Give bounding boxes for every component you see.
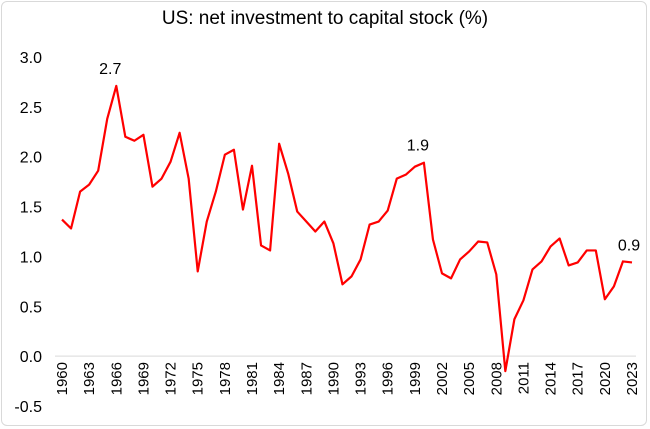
x-tick-label: 2023 <box>624 362 641 395</box>
y-tick-label: 0.0 <box>20 349 42 366</box>
series-line <box>61 84 633 373</box>
chart-title: US: net investment to capital stock (%) <box>161 8 489 29</box>
x-tick-label: 2020 <box>597 362 614 395</box>
x-tick-label: 1963 <box>81 362 98 395</box>
data-label: 1.9 <box>407 138 429 155</box>
y-tick-label: -0.5 <box>14 399 42 416</box>
x-tick-label: 1969 <box>135 362 152 395</box>
x-tick-label: 2017 <box>570 362 587 395</box>
x-tick-label: 1978 <box>217 362 234 395</box>
x-tick-label: 2014 <box>543 362 560 395</box>
y-tick-label: 3.0 <box>20 50 42 67</box>
data-label: 0.9 <box>618 237 640 254</box>
y-tick-label: 2.0 <box>20 150 42 167</box>
x-tick-label: 1990 <box>325 362 342 395</box>
x-tick-label: 1972 <box>163 362 180 395</box>
x-tick-label: 1975 <box>190 362 207 395</box>
data-label: 2.7 <box>99 61 121 78</box>
y-tick-label: 1.0 <box>20 249 42 266</box>
x-tick-label: 1993 <box>353 362 370 395</box>
y-tick-label: 0.5 <box>20 299 42 316</box>
x-tick-label: 1960 <box>54 362 71 395</box>
x-tick-label: 1999 <box>407 362 424 395</box>
x-tick-label: 1987 <box>298 362 315 395</box>
x-tick-label: 2008 <box>488 362 505 395</box>
x-tick-label: 1966 <box>108 362 125 395</box>
y-tick-label: 2.5 <box>20 100 42 117</box>
x-tick-label: 1996 <box>380 362 397 395</box>
x-tick-label: 1984 <box>271 362 288 395</box>
x-tick-label: 2002 <box>434 362 451 395</box>
x-tick-label: 2005 <box>461 362 478 395</box>
x-tick-label: 1981 <box>244 362 261 395</box>
y-tick-label: 1.5 <box>20 200 42 217</box>
x-tick-label: 2011 <box>515 362 532 394</box>
